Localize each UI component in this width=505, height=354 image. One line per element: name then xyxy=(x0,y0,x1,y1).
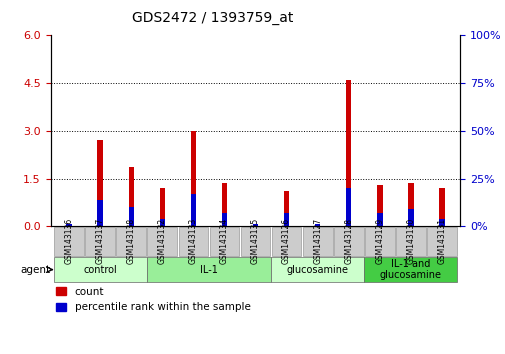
FancyBboxPatch shape xyxy=(54,257,146,282)
Text: GSM143128: GSM143128 xyxy=(343,218,352,264)
Bar xyxy=(345,188,351,226)
Bar xyxy=(66,224,72,226)
Bar xyxy=(128,167,134,226)
Bar xyxy=(221,183,227,226)
Bar xyxy=(159,219,165,226)
Text: agent: agent xyxy=(21,264,51,275)
FancyBboxPatch shape xyxy=(209,227,239,256)
Bar xyxy=(190,194,196,226)
Text: GSM143138: GSM143138 xyxy=(127,218,135,264)
Text: GSM143127: GSM143127 xyxy=(313,218,322,264)
Text: GSM143129: GSM143129 xyxy=(375,218,383,264)
FancyBboxPatch shape xyxy=(116,227,146,256)
FancyBboxPatch shape xyxy=(147,227,177,256)
Bar xyxy=(252,225,258,226)
FancyBboxPatch shape xyxy=(395,227,425,256)
Bar xyxy=(128,207,134,226)
Bar xyxy=(376,185,382,226)
FancyBboxPatch shape xyxy=(364,227,394,256)
Text: control: control xyxy=(83,264,117,275)
Bar xyxy=(66,225,72,226)
Bar xyxy=(438,219,444,226)
Text: GSM143130: GSM143130 xyxy=(406,218,415,264)
FancyBboxPatch shape xyxy=(271,227,301,256)
Text: GSM143126: GSM143126 xyxy=(281,218,290,264)
FancyBboxPatch shape xyxy=(271,257,364,282)
Legend: count, percentile rank within the sample: count, percentile rank within the sample xyxy=(56,287,250,312)
Text: GSM143133: GSM143133 xyxy=(188,218,197,264)
Bar xyxy=(314,224,320,226)
Bar xyxy=(221,213,227,226)
Bar xyxy=(190,131,196,226)
Bar xyxy=(345,80,351,226)
Text: IL-1 and
glucosamine: IL-1 and glucosamine xyxy=(379,259,441,280)
FancyBboxPatch shape xyxy=(146,257,271,282)
FancyBboxPatch shape xyxy=(85,227,115,256)
Text: GSM143132: GSM143132 xyxy=(158,218,167,264)
Bar xyxy=(97,141,103,226)
Bar xyxy=(438,188,444,226)
Bar xyxy=(252,224,258,226)
FancyBboxPatch shape xyxy=(426,227,456,256)
Text: GSM143135: GSM143135 xyxy=(250,218,260,264)
Bar xyxy=(283,213,289,226)
FancyBboxPatch shape xyxy=(178,227,208,256)
Bar xyxy=(407,209,413,226)
Text: IL-1: IL-1 xyxy=(199,264,218,275)
Bar xyxy=(314,225,320,226)
FancyBboxPatch shape xyxy=(302,227,332,256)
Bar xyxy=(97,200,103,226)
FancyBboxPatch shape xyxy=(54,227,84,256)
Bar xyxy=(159,188,165,226)
Text: GDS2472 / 1393759_at: GDS2472 / 1393759_at xyxy=(132,11,292,25)
Text: GSM143131: GSM143131 xyxy=(436,218,445,264)
Text: GSM143136: GSM143136 xyxy=(65,218,74,264)
FancyBboxPatch shape xyxy=(364,257,457,282)
Bar xyxy=(283,192,289,226)
FancyBboxPatch shape xyxy=(333,227,363,256)
Bar xyxy=(376,213,382,226)
Text: GSM143137: GSM143137 xyxy=(95,218,105,264)
Text: GSM143134: GSM143134 xyxy=(220,218,229,264)
Text: glucosamine: glucosamine xyxy=(286,264,348,275)
Bar xyxy=(407,183,413,226)
FancyBboxPatch shape xyxy=(240,227,270,256)
